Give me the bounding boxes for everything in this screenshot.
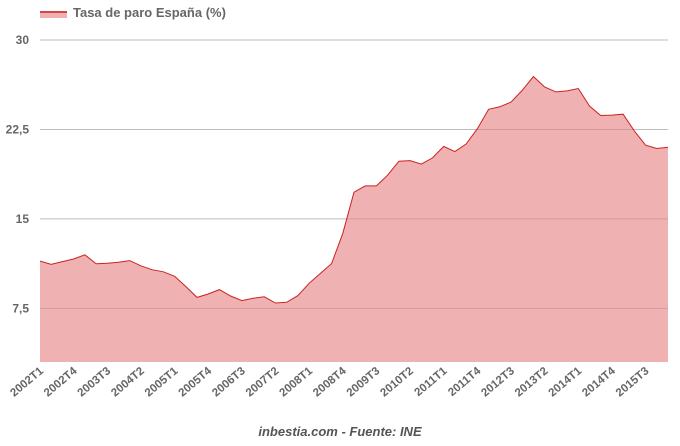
data-point[interactable] [261,294,267,300]
x-tick-label: 2008T1 [277,365,315,400]
data-point[interactable] [631,128,637,134]
data-point[interactable] [620,111,626,117]
series-area [40,76,668,362]
data-point[interactable] [295,293,301,299]
data-point[interactable] [48,261,54,267]
data-point[interactable] [116,259,122,265]
data-point[interactable] [160,269,166,275]
legend[interactable]: Tasa de paro España (%) [40,5,226,20]
data-point[interactable] [239,298,245,304]
y-tick-label: 15 [16,212,30,226]
data-point[interactable] [609,112,615,118]
data-point[interactable] [474,126,480,132]
data-point[interactable] [463,141,469,147]
data-point[interactable] [82,252,88,258]
x-tick-label: 2006T3 [210,365,248,399]
data-point[interactable] [329,261,335,267]
data-point[interactable] [340,230,346,236]
x-tick-label: 2011T1 [413,365,451,399]
data-point[interactable] [59,259,65,265]
data-point[interactable] [396,158,402,164]
data-point[interactable] [441,143,447,149]
y-tick-label: 7,5 [12,301,29,315]
data-point[interactable] [104,260,110,266]
data-point[interactable] [643,142,649,148]
data-point[interactable] [654,146,660,152]
x-tick-label: 2009T3 [345,365,383,399]
x-tick-label: 2008T4 [311,365,349,400]
x-tick-label: 2005T4 [177,365,215,400]
data-point[interactable] [284,299,290,305]
data-point[interactable] [228,293,234,299]
data-point[interactable] [665,144,671,150]
data-point[interactable] [519,87,525,93]
data-point[interactable] [508,99,514,105]
x-tick-label: 2013T2 [513,365,551,399]
legend-label: Tasa de paro España (%) [73,5,226,20]
data-point[interactable] [149,267,155,273]
data-point[interactable] [564,88,570,94]
x-tick-label: 2014T4 [580,365,618,400]
data-point[interactable] [93,261,99,267]
data-point[interactable] [317,270,323,276]
data-point[interactable] [351,189,357,195]
x-tick-label: 2011T4 [446,365,484,399]
x-tick-label: 2003T3 [76,365,114,399]
data-point[interactable] [362,183,368,189]
data-point[interactable] [452,149,458,155]
x-tick-label: 2004T2 [109,365,147,399]
data-point[interactable] [553,89,559,95]
x-tick-label: 2007T2 [244,365,282,399]
data-point[interactable] [486,106,492,112]
data-point[interactable] [430,155,436,161]
data-point[interactable] [205,291,211,297]
x-tick-label: 2012T3 [479,365,517,399]
x-tick-label: 2002T1 [8,365,46,400]
data-point[interactable] [587,103,593,109]
data-point[interactable] [127,258,133,264]
y-tick-label: 30 [16,33,30,47]
data-point[interactable] [138,263,144,269]
data-point[interactable] [598,112,604,118]
data-point[interactable] [542,84,548,90]
data-point[interactable] [418,161,424,167]
data-point[interactable] [497,104,503,110]
series-line [39,75,669,304]
data-point[interactable] [216,287,222,293]
x-tick-label: 2014T1 [547,365,585,400]
data-point[interactable] [194,294,200,300]
y-tick-label: 22,5 [6,122,30,136]
data-point[interactable] [575,86,581,92]
data-point[interactable] [373,183,379,189]
data-point[interactable] [530,73,536,79]
x-tick-label: 2005T1 [143,365,181,400]
x-tick-label: 2002T4 [42,365,80,400]
data-point[interactable] [250,295,256,301]
x-tick-label: 2015T3 [614,365,652,399]
data-point[interactable] [172,273,178,279]
data-point[interactable] [71,256,77,262]
data-point[interactable] [183,284,189,290]
data-point[interactable] [37,258,43,264]
footer-source: inbestia.com - Fuente: INE [258,424,422,439]
x-tick-label: 2010T2 [378,365,416,399]
data-point[interactable] [306,280,312,286]
legend-swatch [40,11,67,18]
data-point[interactable] [407,158,413,164]
data-point[interactable] [273,300,279,306]
data-point[interactable] [385,172,391,178]
